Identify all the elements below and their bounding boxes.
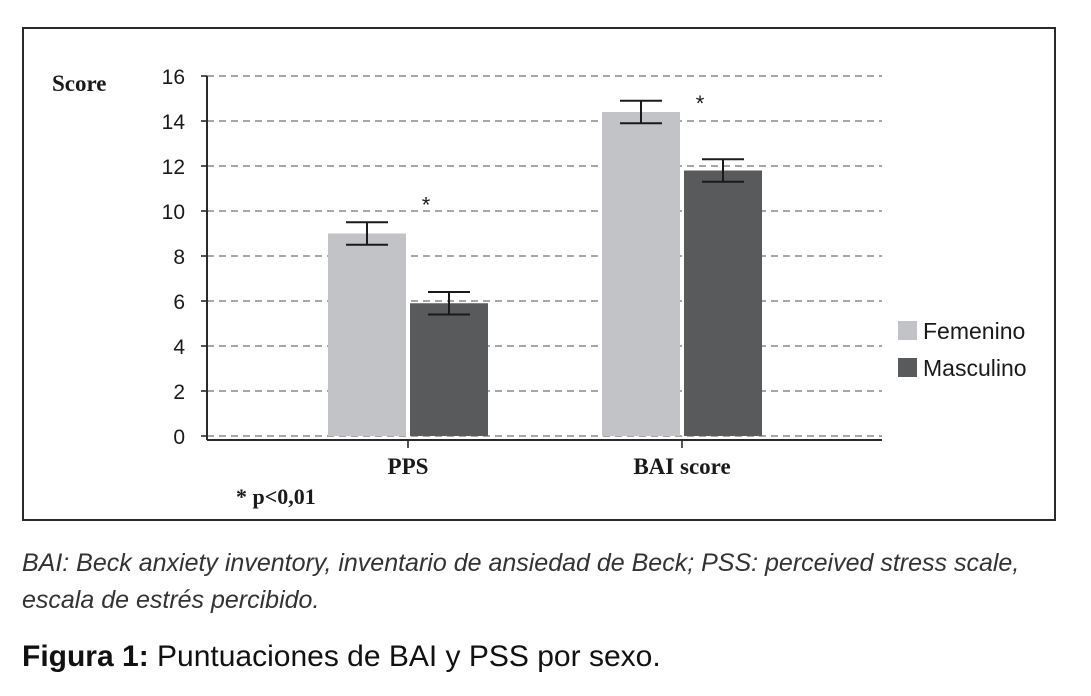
bar — [328, 233, 406, 436]
y-axis-label: Score — [52, 71, 107, 96]
legend-swatch — [898, 358, 917, 377]
legend-swatch — [898, 321, 917, 340]
bars — [328, 112, 762, 436]
y-tick-label: 10 — [162, 201, 185, 224]
legend: Femenino Masculino — [898, 318, 1027, 381]
gridlines — [207, 75, 882, 437]
significance-marks: ** — [422, 91, 705, 218]
error-bars — [346, 99, 744, 316]
figure-note: BAI: Beck anxiety inventory, inventario … — [22, 549, 1020, 614]
y-tick-label: 0 — [173, 426, 185, 449]
y-tick-labels: 0 2 4 6 8 10 12 14 16 — [162, 66, 186, 449]
chart-frame: Score 0 2 4 6 8 10 12 14 16 PPS BAI score * * Feme… — [22, 27, 1056, 521]
bar — [602, 112, 680, 436]
x-tick-label: BAI score — [633, 454, 730, 479]
significance-mark: * — [696, 91, 705, 116]
y-tick-label: 6 — [173, 291, 185, 314]
y-tick-label: 14 — [162, 111, 186, 134]
x-tick-labels: PPS BAI score — [388, 454, 731, 479]
legend-label: Masculino — [923, 355, 1027, 381]
bar — [410, 303, 488, 436]
figure-caption: Figura 1: Puntuaciones de BAI y PSS por … — [22, 640, 661, 674]
legend-label: Femenino — [923, 318, 1025, 344]
y-tick-label: 16 — [162, 66, 185, 89]
x-tick-label: PPS — [388, 454, 429, 479]
footnote-text: * p<0,01 — [236, 484, 316, 509]
significance-mark: * — [422, 192, 431, 217]
figure-caption-label: Figura 1: — [22, 640, 149, 673]
bar — [684, 170, 762, 436]
y-tick-label: 2 — [173, 381, 185, 404]
axes — [201, 75, 882, 448]
y-tick-label: 12 — [162, 156, 185, 179]
figure-caption-text: Puntuaciones de BAI y PSS por sexo. — [148, 640, 661, 673]
y-tick-label: 8 — [173, 246, 185, 269]
y-tick-label: 4 — [173, 336, 185, 359]
